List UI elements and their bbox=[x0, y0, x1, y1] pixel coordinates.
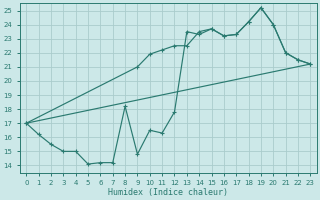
X-axis label: Humidex (Indice chaleur): Humidex (Indice chaleur) bbox=[108, 188, 228, 197]
